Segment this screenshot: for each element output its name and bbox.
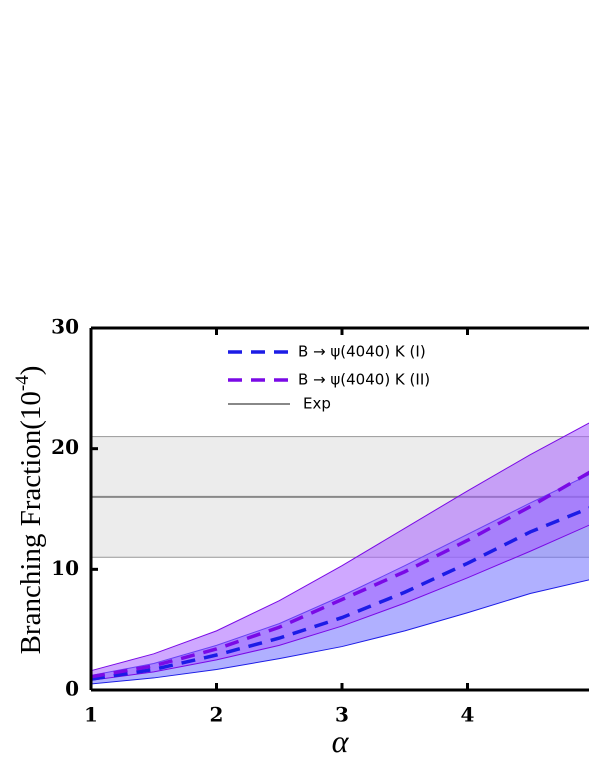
x-tick-label: 3 <box>335 703 349 727</box>
y-tick-label: 20 <box>51 435 79 459</box>
y-tick-label: 0 <box>65 677 79 701</box>
legend-label: Exp <box>303 395 331 413</box>
legend-label: B → ψ(4040) K (I) <box>298 343 426 361</box>
legend-label: B → ψ(4040) K (II) <box>298 371 430 389</box>
x-axis-label: α <box>332 723 350 759</box>
x-tick-label: 4 <box>461 703 475 727</box>
series-line <box>90 470 589 679</box>
x-tick-label: 1 <box>84 703 98 727</box>
y-tick-label: 10 <box>51 556 79 580</box>
series-line <box>90 506 589 681</box>
y-label-close: ) <box>15 366 47 376</box>
y-tick-label: 30 <box>51 315 79 339</box>
y-axis-label: Branching Fraction(10-4) <box>12 366 47 655</box>
x-tick-label: 2 <box>210 703 224 727</box>
y-label-text: Branching Fraction(10 <box>15 391 47 654</box>
y-label-exponent: -4 <box>12 375 33 391</box>
